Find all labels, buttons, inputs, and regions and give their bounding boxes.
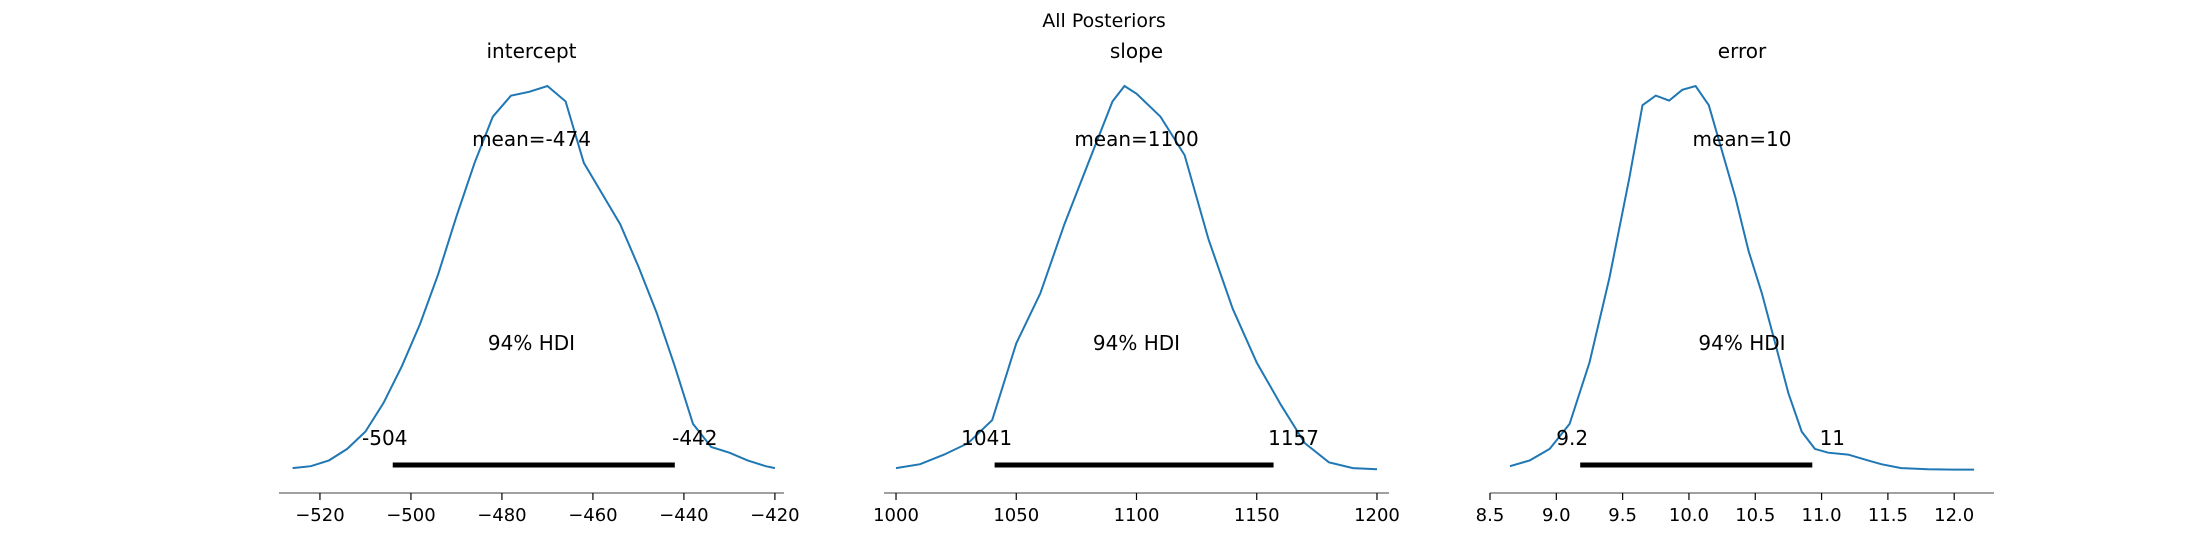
panel-title: intercept bbox=[487, 39, 577, 63]
hdi-low-label: -504 bbox=[362, 426, 407, 450]
mean-label: mean=1100 bbox=[1074, 127, 1198, 151]
hdi-label: 94% HDI bbox=[1698, 331, 1785, 355]
panel-1: intercept mean=-474 94% HDI -504 -442 −520 −50… bbox=[279, 39, 800, 526]
x-tick-label: 9.0 bbox=[1542, 505, 1571, 526]
x-tick-label: 12.0 bbox=[1934, 505, 1974, 526]
hdi-low-label: 9.2 bbox=[1556, 426, 1588, 450]
figure-suptitle: All Posteriors bbox=[1042, 10, 1165, 32]
x-tick-label: −480 bbox=[477, 505, 526, 526]
x-tick-label: 1000 bbox=[873, 505, 919, 526]
panel-title: slope bbox=[1110, 39, 1163, 63]
x-tick-label: 10.5 bbox=[1735, 505, 1775, 526]
mean-label: mean=10 bbox=[1693, 127, 1792, 151]
x-tick-label: 11.5 bbox=[1868, 505, 1908, 526]
x-tick-label: −420 bbox=[750, 505, 799, 526]
x-tick-label: −500 bbox=[386, 505, 435, 526]
density-line bbox=[292, 84, 776, 470]
x-tick-label: −460 bbox=[568, 505, 617, 526]
x-tick-label: 9.5 bbox=[1608, 505, 1637, 526]
mean-label: mean=-474 bbox=[472, 127, 591, 151]
x-tick-label: 1200 bbox=[1354, 505, 1400, 526]
x-tick-label: −520 bbox=[295, 505, 344, 526]
panel-title: error bbox=[1718, 39, 1767, 63]
hdi-label: 94% HDI bbox=[1093, 331, 1180, 355]
x-tick-label: 8.5 bbox=[1476, 505, 1505, 526]
hdi-low-label: 1041 bbox=[961, 426, 1012, 450]
density-line bbox=[1509, 84, 1975, 471]
x-tick-label: 11.0 bbox=[1802, 505, 1842, 526]
x-tick-label: 10.0 bbox=[1669, 505, 1709, 526]
x-tick-label: 1050 bbox=[993, 505, 1039, 526]
hdi-high-label: 1157 bbox=[1268, 426, 1319, 450]
panel-3: error mean=10 94% HDI 9.2 11 8.5 9.0 9.5 10.0 10.… bbox=[1476, 39, 1994, 526]
x-tick-label: 1150 bbox=[1234, 505, 1280, 526]
x-tick-label: −440 bbox=[659, 505, 708, 526]
density-line bbox=[895, 84, 1378, 471]
x-tick-label: 1100 bbox=[1114, 505, 1160, 526]
hdi-label: 94% HDI bbox=[488, 331, 575, 355]
hdi-high-label: 11 bbox=[1820, 426, 1845, 450]
hdi-high-label: -442 bbox=[672, 426, 717, 450]
panel-2: slope mean=1100 94% HDI 1041 1157 1000 1050 110… bbox=[873, 39, 1400, 526]
panels: intercept mean=-474 94% HDI -504 -442 −520 −50… bbox=[279, 39, 1994, 526]
